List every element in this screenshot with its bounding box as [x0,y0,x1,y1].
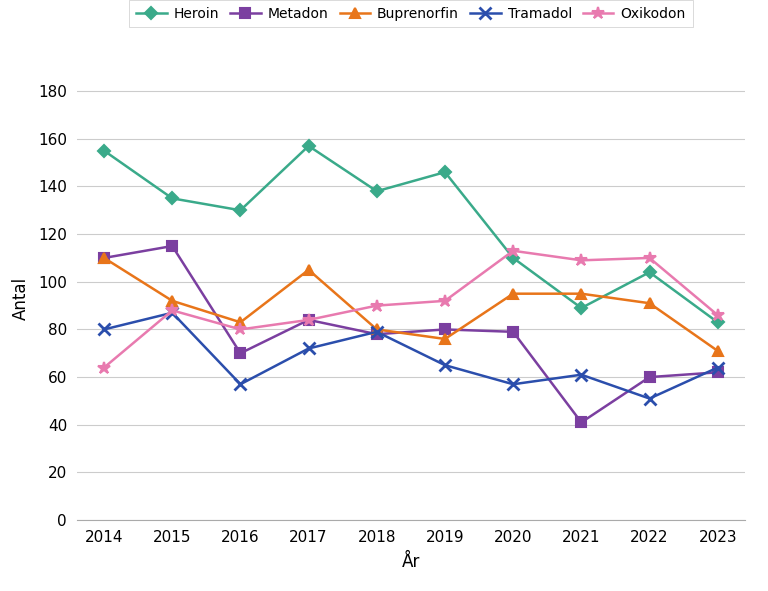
Metadon [304,316,313,323]
Buprenorfin [645,300,654,307]
Metadon [645,374,654,381]
Buprenorfin [440,336,449,343]
Oxikodon [236,326,245,333]
X-axis label: År: År [402,553,420,571]
Heroin [713,319,722,326]
Heroin [508,254,518,261]
Metadon [577,419,586,426]
Metadon [236,350,245,357]
Tramadol [100,326,109,333]
Heroin [645,269,654,276]
Heroin [577,304,586,311]
Heroin [304,142,313,150]
Oxikodon [645,254,654,261]
Metadon [440,326,449,333]
Tramadol [440,362,449,369]
Oxikodon [304,316,313,323]
Line: Metadon: Metadon [99,241,723,427]
Metadon [713,369,722,376]
Heroin [167,195,177,202]
Tramadol [713,364,722,371]
Oxikodon [508,247,518,254]
Buprenorfin [713,348,722,355]
Buprenorfin [167,297,177,304]
Oxikodon [577,256,586,264]
Line: Buprenorfin: Buprenorfin [99,253,723,356]
Tramadol [304,345,313,352]
Line: Oxikodon: Oxikodon [98,245,724,374]
Metadon [372,330,382,337]
Heroin [372,188,382,195]
Tramadol [508,381,518,388]
Heroin [100,147,109,154]
Buprenorfin [577,290,586,297]
Buprenorfin [100,254,109,261]
Buprenorfin [304,267,313,274]
Tramadol [236,381,245,388]
Legend: Heroin, Metadon, Buprenorfin, Tramadol, Oxikodon: Heroin, Metadon, Buprenorfin, Tramadol, … [129,0,693,27]
Tramadol [645,395,654,402]
Heroin [236,207,245,214]
Tramadol [577,371,586,378]
Buprenorfin [372,326,382,333]
Metadon [100,254,109,261]
Line: Heroin: Heroin [100,142,722,326]
Oxikodon [372,302,382,309]
Oxikodon [100,364,109,371]
Metadon [508,328,518,335]
Tramadol [372,328,382,335]
Metadon [167,242,177,249]
Buprenorfin [236,319,245,326]
Tramadol [167,309,177,316]
Heroin [440,168,449,176]
Oxikodon [713,311,722,319]
Oxikodon [167,307,177,314]
Line: Tramadol: Tramadol [98,307,723,404]
Y-axis label: Antal: Antal [12,277,30,320]
Oxikodon [440,297,449,304]
Buprenorfin [508,290,518,297]
